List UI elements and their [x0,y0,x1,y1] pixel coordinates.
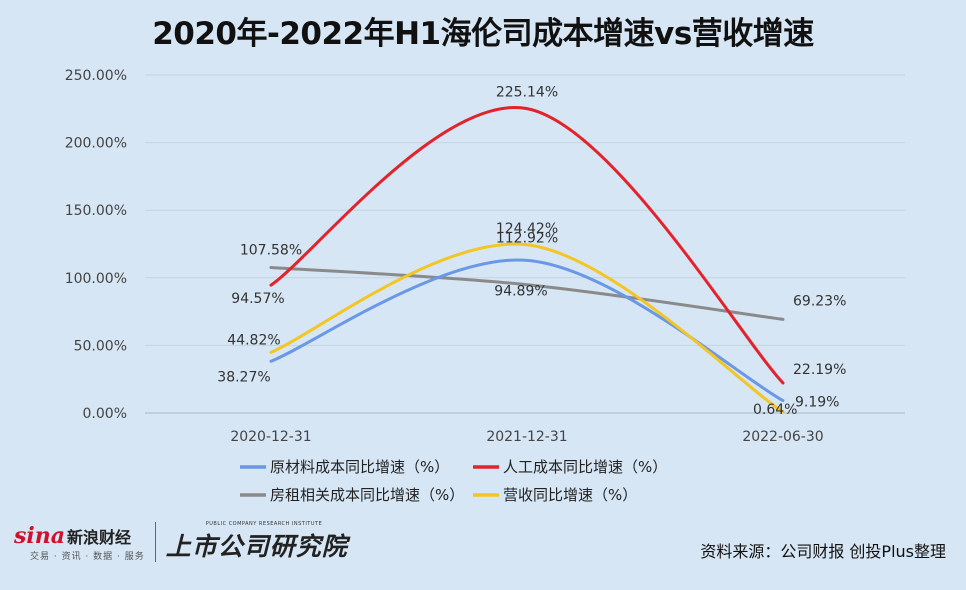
series-line [269,266,785,321]
sina-logo-word: sina [14,522,65,549]
data-label: 44.82% [227,332,280,348]
data-label: 107.58% [240,243,302,259]
x-tick-label: 2021-12-31 [486,429,567,445]
y-tick-label: 0.00% [83,406,127,422]
data-label: 38.27% [217,369,270,385]
x-tick-label: 2022-06-30 [742,429,823,445]
x-axis-ticks: 2020-12-31 2021-12-31 2022-06-30 [230,429,823,445]
y-tick-label: 250.00% [65,68,127,84]
data-label: 225.14% [496,85,558,101]
sina-finance-logo: sina 新浪财经 交易 · 资讯 · 数据 · 服务 [14,523,145,562]
data-label: 22.19% [793,362,846,378]
legend-label: 人工成本同比增速（%） [503,458,667,476]
series-line [269,105,785,385]
y-axis-ticks: 0.00% 50.00% 100.00% 150.00% 200.00% 250.00% [65,68,127,422]
research-logo-cn: 上市公司研究院 [165,532,348,561]
source-note: 资料来源：公司财报 创投Plus整理 [700,542,946,561]
legend: 原材料成本同比增速（%） 人工成本同比增速（%） 房租相关成本同比增速（%） 营收同比… [240,458,667,504]
sina-logo-sub: 交易 · 资讯 · 数据 · 服务 [30,551,145,562]
data-label: 94.57% [231,291,284,307]
legend-label: 房租相关成本同比增速（%） [270,486,464,504]
data-label: 69.23% [793,293,846,309]
footer-logos: sina 新浪财经 交易 · 资讯 · 数据 · 服务 PUBLIC COMPA… [14,520,348,564]
research-institute-logo: PUBLIC COMPANY RESEARCH INSTITUTE 上市公司研究… [166,521,348,563]
data-labels: 38.27% 112.92% 9.19% 94.57% 225.14% 22.19% 107… [217,85,846,419]
legend-label: 原材料成本同比增速（%） [270,458,449,476]
logo-divider [154,522,156,562]
sina-logo-cn: 新浪财经 [67,527,132,547]
chart-title: 2020年-2022年H1海伦司成本增速vs营收增速 [152,16,814,52]
series-line [269,258,785,403]
data-label: 124.42% [496,221,558,237]
data-label: 112.92% [496,230,558,246]
y-tick-label: 50.00% [74,338,127,354]
data-label: 9.19% [795,395,839,411]
data-label: 94.89% [494,284,547,300]
grid-lines [145,74,905,414]
y-tick-label: 150.00% [65,203,127,219]
x-tick-label: 2020-12-31 [230,429,311,445]
y-tick-label: 100.00% [65,271,127,287]
y-tick-label: 200.00% [65,136,127,152]
legend-label: 营收同比增速（%） [503,486,637,504]
research-logo-en: PUBLIC COMPANY RESEARCH INSTITUTE [205,521,323,527]
series-lines [269,105,785,414]
series-line [269,242,785,414]
data-label: 0.64% [753,402,797,418]
